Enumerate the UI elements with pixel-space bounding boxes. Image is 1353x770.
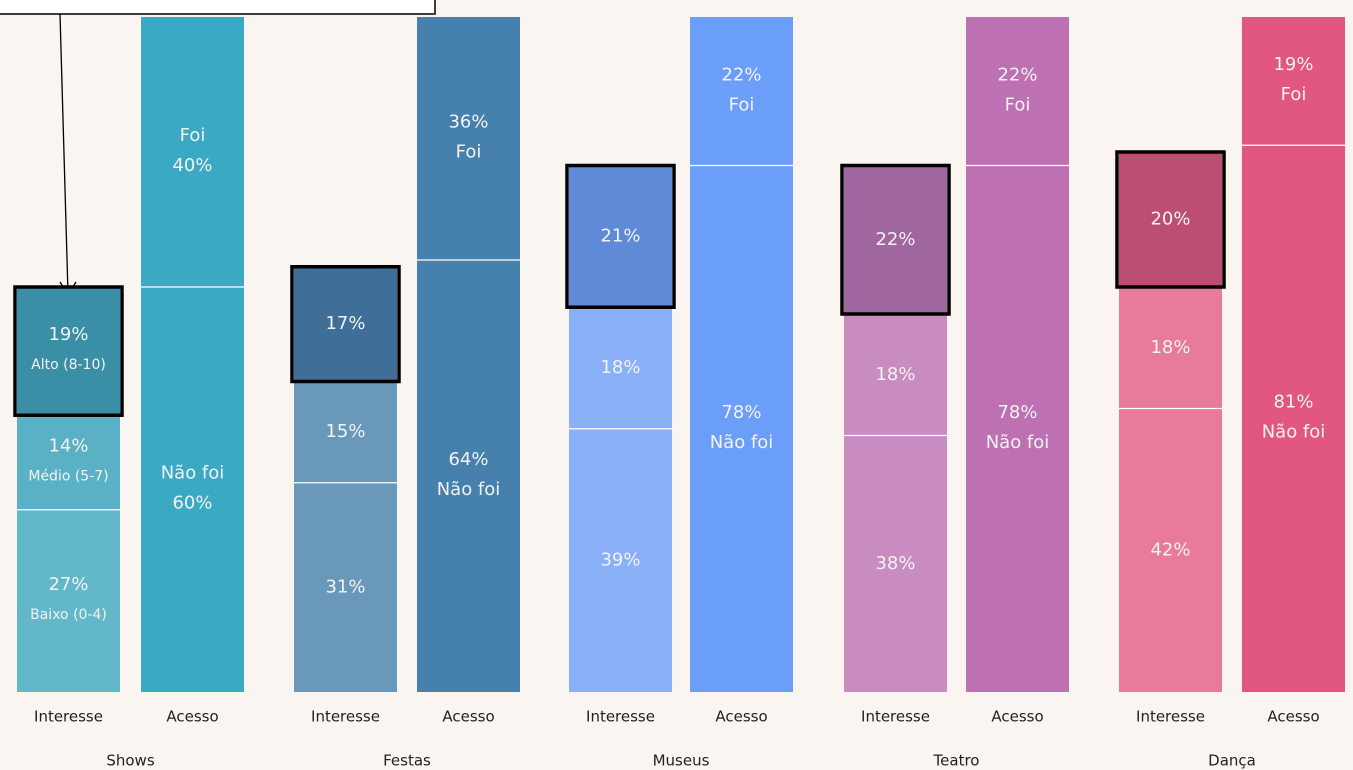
- segment-label: Foi: [729, 94, 755, 115]
- bar-segment: [17, 287, 120, 416]
- bar-segment: [141, 287, 244, 692]
- segment-label: 42%: [1150, 539, 1190, 560]
- segment-label: 22%: [875, 229, 915, 250]
- segment-label: 22%: [721, 64, 761, 85]
- segment-label: Foi: [456, 142, 482, 163]
- highlight-box: [290, 265, 401, 384]
- group-label: Teatro: [933, 752, 980, 770]
- bar-segment: [844, 314, 947, 436]
- segment-label: Não foi: [1262, 422, 1326, 443]
- bar-label: Interesse: [586, 708, 655, 726]
- segment-label: Não foi: [986, 432, 1050, 453]
- segment-label: 78%: [997, 402, 1037, 423]
- segment-label: 18%: [600, 357, 640, 378]
- segment-label: Não foi: [437, 479, 501, 500]
- bar-label: Interesse: [861, 708, 930, 726]
- segment-label: 60%: [172, 493, 212, 514]
- segment-label: 18%: [875, 364, 915, 385]
- bar-segment: [294, 266, 397, 382]
- bar-label: Interesse: [1136, 708, 1205, 726]
- segment-label: 17%: [325, 313, 365, 334]
- segment-label: 64%: [448, 449, 488, 470]
- segment-label: 20%: [1150, 209, 1190, 230]
- highlight-box: [565, 163, 676, 309]
- segment-label: 27%: [48, 574, 88, 595]
- segment-label: 31%: [325, 576, 365, 597]
- segment-label: Foi: [1005, 94, 1031, 115]
- segment-label: 15%: [325, 421, 365, 442]
- bar-segment: [1119, 408, 1222, 692]
- segment-label: 21%: [600, 225, 640, 246]
- segment-label: Alto (8-10): [31, 357, 106, 373]
- segment-label: Foi: [180, 125, 206, 146]
- bar-segment: [844, 165, 947, 314]
- segment-label: Baixo (0-4): [30, 607, 107, 623]
- bar-segment: [1242, 145, 1345, 692]
- segment-label: 19%: [1273, 54, 1313, 75]
- segment-label: Não foi: [710, 432, 774, 453]
- group-label: Festas: [383, 752, 431, 770]
- segment-label: 38%: [875, 553, 915, 574]
- segment-label: 19%: [48, 324, 88, 345]
- bar-segment: [966, 17, 1069, 166]
- bar-label: Acesso: [715, 708, 767, 726]
- bar-label: Acesso: [991, 708, 1043, 726]
- bar-segment: [569, 428, 672, 692]
- segment-label: 81%: [1273, 392, 1313, 413]
- bar-segment: [1242, 17, 1345, 146]
- annotation-arrow: [59, 13, 69, 295]
- highlight-box: [840, 163, 951, 316]
- segment-label: 78%: [721, 402, 761, 423]
- bar-segment: [690, 165, 793, 692]
- group-label: Museus: [653, 752, 710, 770]
- segment-label: Foi: [1281, 84, 1307, 105]
- bar-segment: [966, 165, 1069, 692]
- bar-label: Acesso: [1267, 708, 1319, 726]
- bar-label: Acesso: [166, 708, 218, 726]
- highlight-box: [13, 285, 124, 417]
- bar-segment: [417, 260, 520, 692]
- segment-label: Médio (5-7): [28, 469, 108, 485]
- segment-label: 39%: [600, 549, 640, 570]
- bar-segment: [141, 17, 244, 287]
- segment-label: Não foi: [161, 463, 225, 484]
- group-label: Shows: [106, 752, 154, 770]
- bar-segment: [417, 17, 520, 260]
- bar-segment: [294, 482, 397, 692]
- highlight-box: [1115, 150, 1226, 289]
- segment-label: 40%: [172, 155, 212, 176]
- segment-label: 22%: [997, 64, 1037, 85]
- bar-segment: [17, 509, 120, 692]
- segment-label: 18%: [1150, 337, 1190, 358]
- segment-label: 14%: [48, 436, 88, 457]
- bar-segment: [569, 307, 672, 429]
- bar-segment: [690, 17, 793, 166]
- group-label: Dança: [1208, 752, 1256, 770]
- bar-segment: [1119, 152, 1222, 287]
- bar-label: Interesse: [34, 708, 103, 726]
- annotation-box: [0, 0, 436, 15]
- bar-label: Acesso: [442, 708, 494, 726]
- bar-label: Interesse: [311, 708, 380, 726]
- bar-segment: [17, 415, 120, 510]
- segment-label: 36%: [448, 112, 488, 133]
- bar-segment: [569, 165, 672, 308]
- bar-segment: [844, 435, 947, 692]
- bar-segment: [1119, 287, 1222, 409]
- bar-segment: [294, 381, 397, 483]
